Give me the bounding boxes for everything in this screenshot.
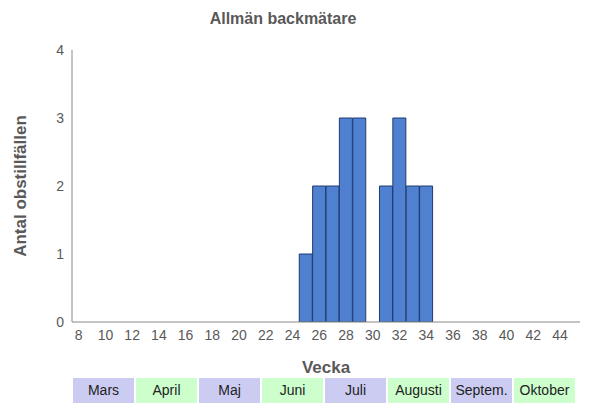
svg-text:3: 3 <box>56 110 64 126</box>
svg-text:10: 10 <box>98 327 114 343</box>
svg-text:36: 36 <box>445 327 461 343</box>
html-text:Augusti: Augusti <box>395 382 442 398</box>
svg-text:12: 12 <box>124 327 140 343</box>
svg-text:0: 0 <box>56 314 64 330</box>
svg-text:2: 2 <box>56 178 64 194</box>
html-text:Mars: Mars <box>87 382 120 398</box>
svg-text:22: 22 <box>258 327 274 343</box>
svg-text:16: 16 <box>178 327 194 343</box>
svg-text:32: 32 <box>392 327 408 343</box>
html-text:Septem.: Septem. <box>455 382 508 398</box>
html-text:Juni: Juni <box>279 382 306 398</box>
svg-text:30: 30 <box>365 327 381 343</box>
svg-text:40: 40 <box>499 327 515 343</box>
svg-text:18: 18 <box>205 327 221 343</box>
html-text:Maj: Maj <box>218 382 241 398</box>
html-text:Allmän backmätare: Allmän backmätare <box>209 10 357 27</box>
svg-text:42: 42 <box>525 327 541 343</box>
svg-text:26: 26 <box>312 327 328 343</box>
html-text:Oktober: Oktober <box>519 382 570 398</box>
svg-text:4: 4 <box>56 42 64 58</box>
svg-text:8: 8 <box>75 327 83 343</box>
html-text:Juli: Juli <box>345 382 366 398</box>
html-text:April: April <box>152 382 181 398</box>
svg-text:44: 44 <box>552 327 568 343</box>
svg-text:20: 20 <box>231 327 247 343</box>
svg-text:Vecka: Vecka <box>302 358 351 375</box>
svg-text:24: 24 <box>285 327 301 343</box>
svg-text:Antal obstillfällen: Antal obstillfällen <box>11 115 30 257</box>
svg-text:38: 38 <box>472 327 488 343</box>
svg-text:28: 28 <box>338 327 354 343</box>
svg-text:34: 34 <box>418 327 434 343</box>
svg-text:14: 14 <box>151 327 167 343</box>
svg-text:1: 1 <box>56 246 64 262</box>
